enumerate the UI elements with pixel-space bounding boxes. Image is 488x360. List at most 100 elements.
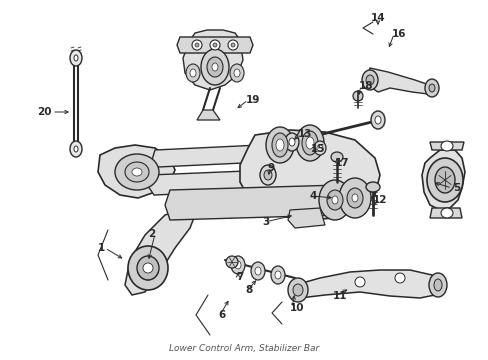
Ellipse shape	[428, 273, 446, 297]
Text: Lower Control Arm, Stabilizer Bar: Lower Control Arm, Stabilizer Bar	[168, 343, 319, 352]
Polygon shape	[287, 208, 325, 228]
Ellipse shape	[285, 133, 298, 151]
Ellipse shape	[302, 131, 317, 155]
Ellipse shape	[70, 141, 82, 157]
Ellipse shape	[287, 278, 307, 302]
Ellipse shape	[352, 91, 362, 101]
Polygon shape	[429, 208, 461, 218]
Ellipse shape	[213, 43, 217, 47]
Ellipse shape	[313, 141, 325, 155]
Ellipse shape	[351, 194, 357, 202]
Polygon shape	[365, 68, 431, 94]
Ellipse shape	[433, 279, 441, 291]
Ellipse shape	[318, 180, 350, 220]
Text: 20: 20	[38, 107, 52, 117]
Ellipse shape	[361, 70, 377, 90]
Text: 8: 8	[244, 285, 252, 295]
Ellipse shape	[305, 137, 313, 149]
Polygon shape	[164, 185, 345, 220]
Ellipse shape	[440, 141, 452, 151]
Ellipse shape	[185, 64, 200, 82]
Ellipse shape	[426, 158, 462, 202]
Ellipse shape	[206, 57, 223, 77]
Ellipse shape	[125, 162, 149, 182]
Ellipse shape	[142, 263, 153, 273]
Ellipse shape	[316, 145, 323, 151]
Ellipse shape	[354, 277, 364, 287]
Polygon shape	[289, 270, 439, 298]
Ellipse shape	[235, 261, 241, 269]
Ellipse shape	[212, 63, 218, 71]
Ellipse shape	[288, 138, 294, 146]
Ellipse shape	[132, 168, 142, 176]
Ellipse shape	[201, 49, 228, 85]
Ellipse shape	[274, 271, 281, 279]
Text: 18: 18	[358, 81, 373, 91]
Text: 9: 9	[267, 163, 275, 173]
Text: 3: 3	[262, 217, 269, 227]
Ellipse shape	[338, 178, 370, 218]
Text: 13: 13	[297, 129, 312, 139]
Ellipse shape	[265, 127, 293, 163]
Ellipse shape	[115, 154, 159, 190]
Text: 1: 1	[98, 243, 105, 253]
Text: 5: 5	[452, 183, 459, 193]
Text: 7: 7	[236, 272, 243, 282]
Ellipse shape	[230, 256, 244, 274]
Polygon shape	[98, 145, 175, 198]
Text: 19: 19	[245, 95, 260, 105]
Ellipse shape	[227, 40, 238, 50]
Ellipse shape	[424, 79, 438, 97]
Ellipse shape	[229, 64, 244, 82]
Ellipse shape	[264, 170, 271, 180]
Ellipse shape	[365, 75, 373, 85]
Ellipse shape	[330, 152, 342, 162]
Polygon shape	[429, 142, 463, 150]
Text: 17: 17	[334, 158, 349, 168]
Text: 6: 6	[218, 310, 225, 320]
Ellipse shape	[434, 167, 454, 193]
Text: 2: 2	[148, 229, 155, 239]
Text: 15: 15	[310, 144, 325, 154]
Ellipse shape	[250, 262, 264, 280]
Ellipse shape	[326, 190, 342, 210]
Ellipse shape	[230, 43, 235, 47]
Ellipse shape	[128, 246, 168, 290]
Polygon shape	[240, 130, 379, 220]
Ellipse shape	[260, 165, 275, 185]
Ellipse shape	[137, 256, 159, 280]
Text: 12: 12	[372, 195, 386, 205]
Ellipse shape	[209, 40, 220, 50]
Ellipse shape	[370, 111, 384, 129]
Polygon shape	[197, 110, 220, 120]
Ellipse shape	[365, 182, 379, 192]
Ellipse shape	[428, 84, 434, 92]
Ellipse shape	[292, 284, 303, 296]
Text: 10: 10	[289, 303, 304, 313]
Ellipse shape	[74, 146, 78, 152]
Polygon shape	[177, 37, 252, 53]
Ellipse shape	[254, 267, 261, 275]
Ellipse shape	[225, 256, 238, 268]
Text: 16: 16	[391, 29, 406, 39]
Polygon shape	[421, 150, 464, 210]
Ellipse shape	[295, 125, 324, 161]
Ellipse shape	[271, 133, 287, 157]
Polygon shape	[183, 30, 243, 90]
Ellipse shape	[234, 69, 240, 77]
Ellipse shape	[346, 188, 362, 208]
Ellipse shape	[394, 273, 404, 283]
Ellipse shape	[70, 50, 82, 66]
Ellipse shape	[440, 208, 452, 218]
Ellipse shape	[331, 196, 337, 204]
Ellipse shape	[275, 139, 284, 151]
Ellipse shape	[192, 40, 202, 50]
Polygon shape	[152, 145, 267, 167]
Text: 4: 4	[309, 191, 317, 201]
Text: 14: 14	[370, 13, 385, 23]
Ellipse shape	[190, 69, 196, 77]
Ellipse shape	[374, 116, 380, 124]
Polygon shape	[125, 210, 195, 295]
Ellipse shape	[270, 266, 285, 284]
Ellipse shape	[74, 55, 78, 61]
